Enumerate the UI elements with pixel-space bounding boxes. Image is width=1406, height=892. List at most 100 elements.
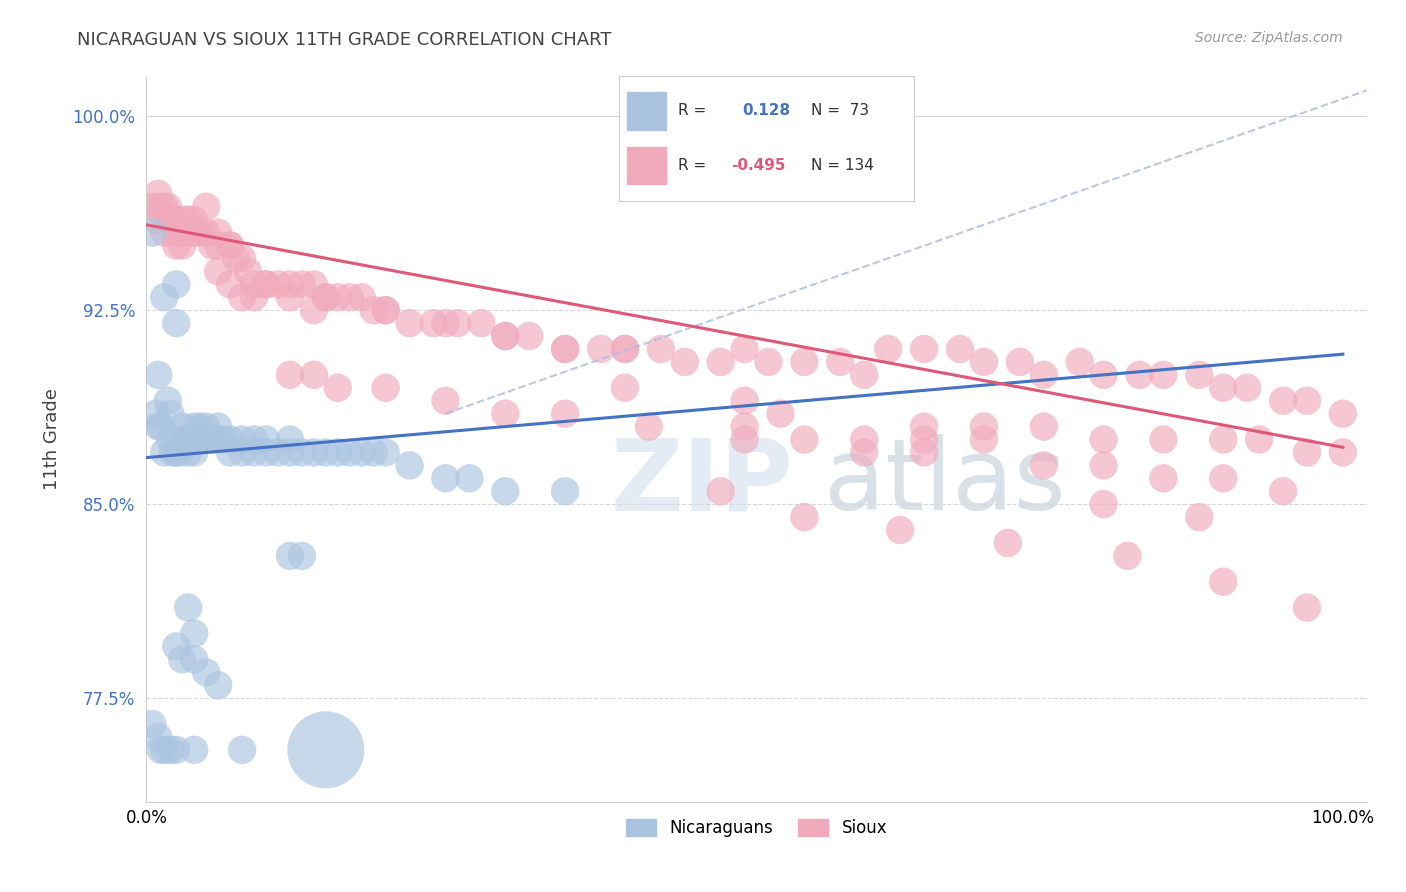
Point bbox=[153, 743, 176, 757]
Point bbox=[326, 381, 349, 395]
Point bbox=[278, 277, 301, 292]
Point bbox=[231, 290, 253, 304]
Point bbox=[1128, 368, 1150, 382]
Point bbox=[1152, 368, 1174, 382]
Point bbox=[1331, 407, 1354, 421]
Point bbox=[458, 471, 481, 485]
Point bbox=[363, 445, 385, 459]
Point bbox=[793, 510, 815, 524]
Point bbox=[278, 433, 301, 447]
Point bbox=[195, 419, 218, 434]
Point bbox=[165, 316, 187, 330]
Point bbox=[207, 678, 229, 692]
Point bbox=[153, 290, 176, 304]
Point bbox=[172, 433, 194, 447]
Point bbox=[148, 368, 170, 382]
Point bbox=[159, 212, 181, 227]
Point bbox=[758, 355, 780, 369]
Point bbox=[613, 342, 636, 356]
Point bbox=[201, 238, 224, 252]
Point bbox=[613, 342, 636, 356]
Point bbox=[494, 329, 516, 343]
Point bbox=[302, 445, 325, 459]
Point bbox=[853, 445, 876, 459]
Point bbox=[912, 419, 935, 434]
Point bbox=[1236, 381, 1258, 395]
Point bbox=[302, 368, 325, 382]
Point bbox=[165, 226, 187, 240]
Point bbox=[339, 445, 361, 459]
Point bbox=[169, 445, 191, 459]
Point bbox=[141, 200, 163, 214]
Point bbox=[650, 342, 672, 356]
Text: 0.128: 0.128 bbox=[742, 103, 790, 119]
Point bbox=[162, 445, 184, 459]
Point bbox=[207, 433, 229, 447]
Point bbox=[153, 226, 176, 240]
Point bbox=[710, 355, 733, 369]
Point bbox=[1249, 433, 1271, 447]
Point bbox=[973, 355, 995, 369]
Point bbox=[156, 200, 179, 214]
Point bbox=[554, 484, 576, 499]
Point bbox=[173, 433, 195, 447]
Point bbox=[422, 316, 444, 330]
Point bbox=[793, 433, 815, 447]
Point bbox=[231, 743, 253, 757]
Point bbox=[148, 419, 170, 434]
Point bbox=[188, 226, 211, 240]
Point bbox=[172, 652, 194, 666]
Point bbox=[183, 419, 205, 434]
Point bbox=[254, 445, 277, 459]
Point bbox=[183, 445, 205, 459]
Point bbox=[159, 212, 181, 227]
Point bbox=[470, 316, 492, 330]
Point bbox=[207, 419, 229, 434]
Point bbox=[141, 226, 163, 240]
Point bbox=[1092, 433, 1115, 447]
Point bbox=[225, 252, 247, 266]
Point bbox=[1116, 549, 1139, 563]
Point bbox=[434, 316, 457, 330]
Point bbox=[434, 471, 457, 485]
Bar bbox=[627, 147, 666, 185]
Text: ZIP: ZIP bbox=[610, 434, 793, 532]
Point bbox=[188, 433, 211, 447]
Point bbox=[326, 445, 349, 459]
Point bbox=[734, 419, 756, 434]
Point bbox=[165, 277, 187, 292]
Legend: Nicaraguans, Sioux: Nicaraguans, Sioux bbox=[620, 813, 894, 844]
Point bbox=[278, 290, 301, 304]
Text: -0.495: -0.495 bbox=[731, 158, 786, 173]
Point bbox=[149, 200, 172, 214]
Point bbox=[207, 226, 229, 240]
Point bbox=[177, 212, 200, 227]
Point bbox=[877, 342, 900, 356]
Point bbox=[243, 445, 266, 459]
Point bbox=[398, 458, 420, 473]
Point bbox=[149, 743, 172, 757]
Point bbox=[554, 342, 576, 356]
Point bbox=[434, 393, 457, 408]
Point bbox=[291, 549, 314, 563]
Point bbox=[195, 433, 218, 447]
Point bbox=[830, 355, 852, 369]
Point bbox=[554, 342, 576, 356]
Point bbox=[912, 342, 935, 356]
Text: NICARAGUAN VS SIOUX 11TH GRADE CORRELATION CHART: NICARAGUAN VS SIOUX 11TH GRADE CORRELATI… bbox=[77, 31, 612, 49]
Point bbox=[165, 640, 187, 654]
Point bbox=[254, 277, 277, 292]
Point bbox=[734, 433, 756, 447]
Point bbox=[315, 290, 337, 304]
Y-axis label: 11th Grade: 11th Grade bbox=[44, 389, 60, 491]
Point bbox=[149, 419, 172, 434]
Text: N = 134: N = 134 bbox=[810, 158, 873, 173]
Point bbox=[554, 407, 576, 421]
Point bbox=[148, 186, 170, 201]
Point bbox=[315, 290, 337, 304]
Point bbox=[1008, 355, 1031, 369]
Point bbox=[195, 226, 218, 240]
Point bbox=[165, 743, 187, 757]
Point bbox=[183, 626, 205, 640]
Point bbox=[267, 445, 290, 459]
